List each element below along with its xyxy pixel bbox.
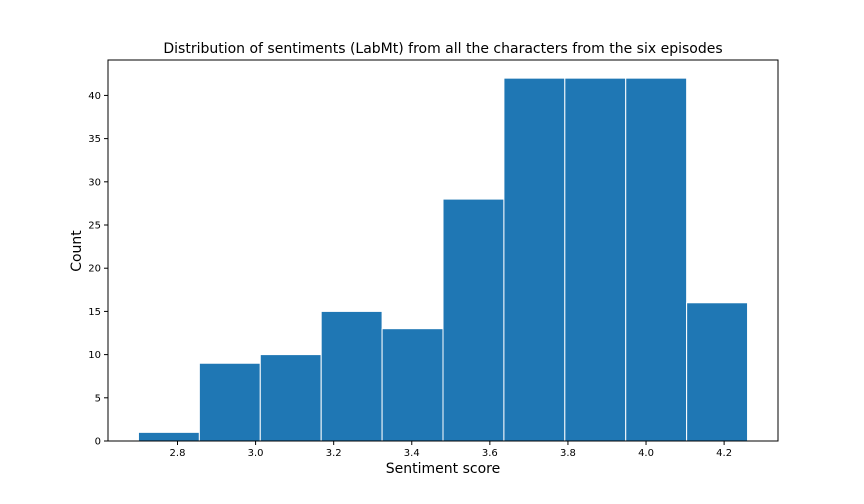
histogram-bar — [564, 77, 627, 442]
y-tick-label: 35 — [88, 134, 101, 145]
y-tick-label: 15 — [88, 307, 101, 318]
histogram-bar — [381, 328, 444, 442]
histogram-bar — [442, 198, 505, 442]
y-axis-label: Count — [69, 230, 85, 272]
histogram-bar — [259, 354, 322, 442]
x-axis-ticks: 2.8 3.0 3.2 3.4 3.6 3.8 4.0 4.2 — [170, 441, 732, 459]
y-tick-label: 25 — [88, 221, 101, 232]
x-tick-label: 4.2 — [716, 448, 732, 459]
y-tick-label: 5 — [95, 393, 101, 404]
x-tick-label: 3.4 — [404, 448, 420, 459]
x-tick-label: 3.8 — [560, 448, 576, 459]
y-tick-label: 10 — [88, 350, 101, 361]
x-axis-label: Sentiment score — [386, 461, 500, 477]
histogram-bar — [686, 302, 749, 442]
y-tick-label: 0 — [95, 437, 101, 448]
histogram-bar — [625, 77, 688, 442]
y-tick-label: 30 — [88, 177, 101, 188]
histogram-bar — [198, 362, 261, 442]
histogram-bar — [503, 77, 566, 442]
x-tick-label: 3.2 — [326, 448, 342, 459]
bars-group — [137, 77, 749, 442]
x-tick-label: 2.8 — [170, 448, 186, 459]
y-tick-label: 20 — [88, 264, 101, 275]
x-tick-label: 3.0 — [248, 448, 264, 459]
x-tick-label: 3.6 — [482, 448, 498, 459]
histogram-bar — [320, 310, 383, 442]
y-axis-ticks: 0 5 10 15 20 25 30 35 40 — [88, 91, 108, 448]
plot-frame — [107, 59, 779, 442]
histogram-bar — [137, 431, 200, 442]
chart-title: Distribution of sentiments (LabMt) from … — [163, 41, 722, 57]
y-tick-label: 40 — [88, 91, 101, 102]
x-tick-label: 4.0 — [638, 448, 654, 459]
